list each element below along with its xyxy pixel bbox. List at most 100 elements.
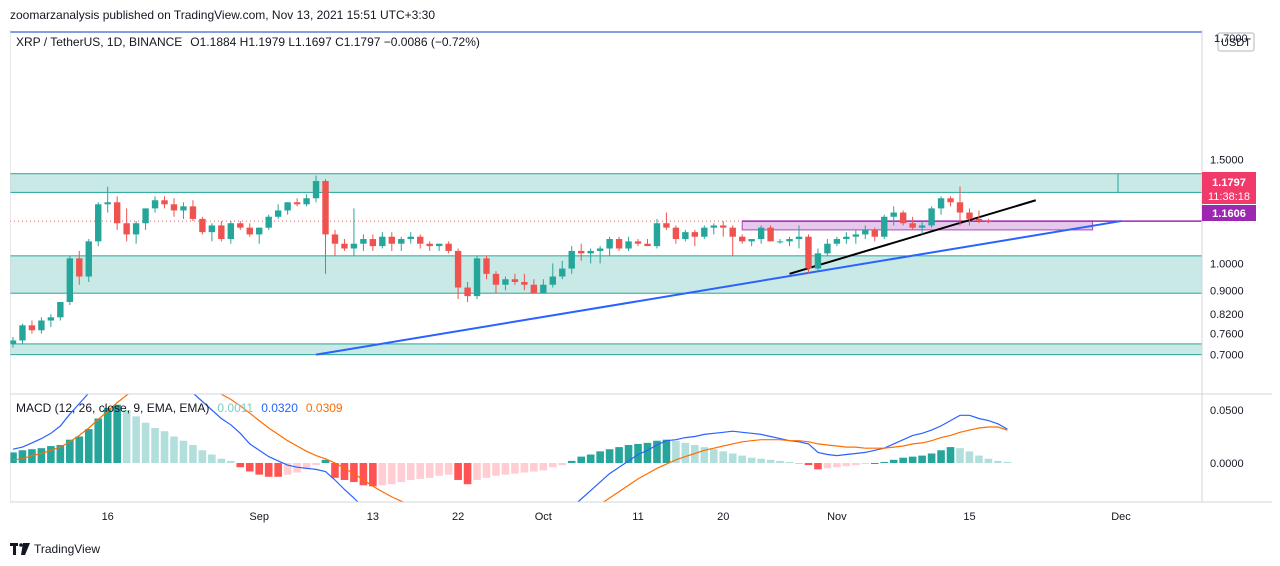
candle [464,281,471,302]
macd-histogram-bar [852,463,860,466]
candle [435,243,443,251]
candle-body [682,232,689,240]
macd-histogram-bar [425,463,434,478]
candle-body [521,281,528,285]
candle-body [833,239,841,244]
macd-histogram-bar [160,431,169,463]
chart-frame[interactable]: 1.50001.30001.20001.00000.90000.82000.76… [9,30,1272,530]
countdown-timer: 11:38:18 [1208,191,1250,203]
candle [833,236,841,247]
macd-histogram-bar [776,460,784,463]
candle [559,260,566,280]
macd-histogram-bar [814,463,822,470]
tradingview-brand: TradingView [34,542,101,556]
candle-body [928,208,935,226]
macd-histogram-bar [738,455,746,463]
macd-histogram-bar [227,460,235,463]
macd-histogram-bar [577,456,585,463]
candle-body [776,241,784,243]
candle [615,236,623,251]
candle-body [464,287,471,297]
macd-histogram-bar [151,428,159,463]
candle-body [824,243,831,254]
macd-histogram-bar [217,458,226,463]
time-tick-label: Sep [249,511,269,523]
macd-histogram-bar [255,463,264,475]
macd-histogram-bar [454,463,462,480]
macd-histogram-bar [492,463,500,476]
candle [899,210,907,226]
candle-body [615,239,623,249]
candle-body [417,236,424,244]
candle-body [237,223,244,228]
macd-histogram-bar [956,448,964,463]
candle [824,239,831,256]
candle [218,221,225,242]
macd-histogram-bar [539,463,548,471]
macd-line [12,394,1008,502]
candle [937,196,945,215]
macd-histogram-bar [435,463,443,476]
candle [881,214,888,240]
candle [454,248,462,300]
candle-body [899,212,907,224]
macd-histogram-bar [132,416,140,463]
candle [47,314,55,327]
candle-body [312,181,320,199]
candle-body [568,250,575,269]
candle-body [596,248,604,251]
macd-histogram-bar [463,463,472,485]
candle [975,210,983,224]
candle-body [161,200,168,205]
candle-body [530,284,538,294]
candle-body [170,204,178,211]
currency-badge[interactable]: USDT [1217,32,1255,52]
candle [199,216,206,235]
candle-body [407,236,414,240]
candle-body [549,276,556,285]
macd-tick-label: 0.0000 [1210,458,1244,470]
candle [890,206,897,226]
candle [388,232,395,251]
candle [407,232,414,244]
zone-layer [10,173,1202,356]
candle [57,301,64,321]
macd-histogram-bar [984,458,993,463]
macd-histogram-bar [766,459,775,463]
macd-histogram-bar [548,463,557,468]
candle [757,225,765,244]
candle-body [265,216,272,228]
macd-histogram-bar [66,439,74,463]
candle-body [511,279,519,282]
macd-histogram-bar [189,444,197,463]
price-tick-label: 1.0000 [1210,258,1244,270]
candle-body [28,325,36,331]
candle [701,225,708,240]
chart-svg[interactable]: 1.50001.30001.20001.00000.90000.82000.76… [9,30,1272,530]
candle-body [606,239,613,249]
candle-body [274,210,282,217]
candle-body [691,232,699,237]
candle [985,218,992,224]
candle-body [10,340,17,344]
macd-histogram-bar [283,463,292,475]
candle-body [199,218,206,233]
candle-body [104,202,111,205]
publisher-info: zoomarzanalysis published on TradingView… [10,8,436,22]
macd-histogram-bar [899,457,907,463]
candle-body [246,227,253,235]
candle [293,198,301,207]
candle-body [786,239,793,242]
macd-histogram-bar [198,450,207,463]
macd-histogram-bar [842,463,851,467]
macd-histogram-bar [634,443,642,463]
candle-body [578,250,585,254]
macd-histogram-bar [747,457,756,463]
macd-histogram-bar [388,463,396,485]
candle-layer [10,175,992,348]
chart-header: zoomarzanalysis published on TradingView… [0,0,1280,28]
candle-body [123,223,130,235]
macd-histogram-bar [321,459,330,463]
candle [644,239,651,247]
candle [113,196,121,230]
